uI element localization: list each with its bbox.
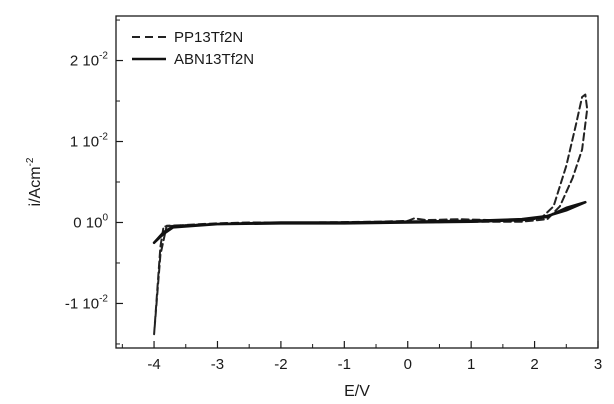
- x-tick-label: -1: [338, 356, 351, 373]
- y-axis-title-base: i/Acm: [27, 166, 44, 206]
- legend-label: ABN13Tf2N: [174, 51, 254, 68]
- y-tick-base: 2 10: [70, 53, 99, 70]
- y-axis-title: i/Acm-2: [25, 157, 44, 206]
- y-tick-exponent: -2: [99, 132, 108, 143]
- x-tick-label: 0: [404, 356, 412, 373]
- x-tick-label: 2: [530, 356, 538, 373]
- y-tick-label: -1 10-2: [65, 293, 109, 312]
- y-tick-base: -1 10: [65, 295, 99, 312]
- x-axis-title: E/V: [344, 383, 370, 400]
- y-tick-label: 2 10-2: [70, 51, 109, 70]
- legend-label: PP13Tf2N: [174, 29, 243, 46]
- y-tick-label: 1 10-2: [70, 132, 109, 151]
- y-tick-label: 0 100: [73, 212, 108, 231]
- y-tick-base: 1 10: [70, 134, 99, 151]
- x-tick-label: 3: [594, 356, 602, 373]
- x-tick-label: -2: [274, 356, 287, 373]
- y-tick-base: 0 10: [73, 214, 102, 231]
- x-tick-label: -3: [211, 356, 224, 373]
- series-line-pp13tf2n: [153, 93, 589, 336]
- x-tick-label: 1: [467, 356, 475, 373]
- y-tick-exponent: 0: [102, 212, 108, 223]
- y-axis-title-sup: -2: [25, 157, 36, 166]
- series-line-abn13tf2n: [152, 200, 587, 244]
- y-tick-exponent: -2: [99, 51, 108, 62]
- y-tick-exponent: -2: [99, 293, 108, 304]
- x-tick-label: -4: [147, 356, 160, 373]
